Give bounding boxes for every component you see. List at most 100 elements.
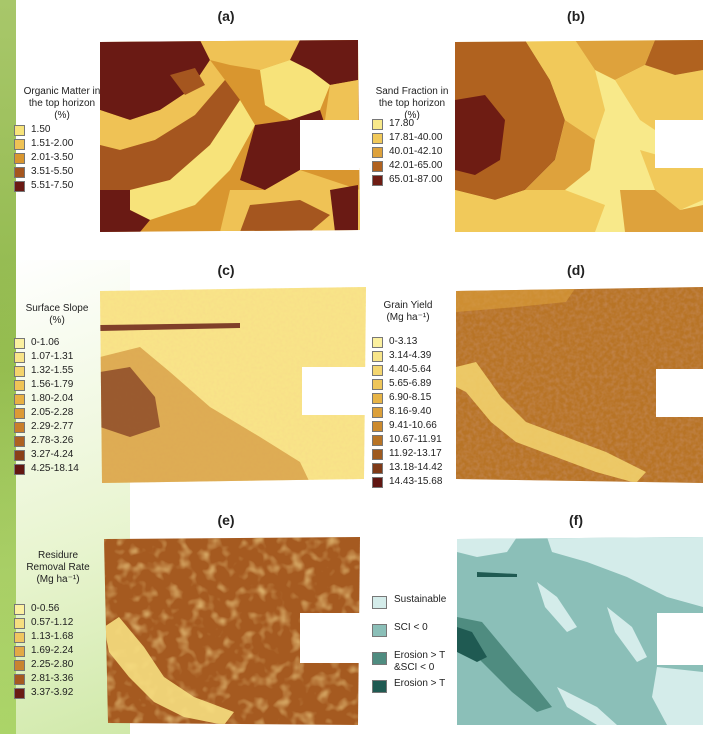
legend-c-swatch — [14, 337, 25, 349]
legend-a-label: 2.01-3.50 — [31, 152, 74, 163]
legend-c-label: 2.29-2.77 — [31, 421, 74, 432]
legend-e-swatch — [14, 617, 25, 629]
legend-f-item: Erosion > T &SCI < 0 — [372, 650, 446, 678]
legend-e-item: 0-0.56 — [14, 602, 73, 616]
legend-c-swatch — [14, 421, 25, 433]
legend-a-item: 5.51-7.50 — [14, 179, 73, 193]
legend-e-swatch — [14, 603, 25, 615]
legend-b-label: 65.01-87.00 — [389, 174, 443, 185]
legend-c-label: 1.32-1.55 — [31, 365, 74, 376]
legend-c-item: 2.78-3.26 — [14, 434, 79, 448]
legend-b-item: 17.81-40.00 — [372, 131, 442, 145]
legend-d-swatch — [372, 420, 383, 432]
legend-e: 0-0.56 0.57-1.12 1.13-1.68 1.69-2.24 2.25-2.… — [14, 602, 73, 700]
legend-c-item: 1.32-1.55 — [14, 364, 79, 378]
legend-d-swatch — [372, 434, 383, 446]
panel-label-c: (c) — [217, 262, 235, 278]
legend-f-label: SCI < 0 — [394, 622, 428, 633]
legend-title-e-line1: Residure — [37, 550, 79, 561]
legend-f-swatch — [372, 624, 387, 637]
legend-title-d-line1: Grain Yield — [383, 300, 433, 311]
legend-f: Sustainable SCI < 0 Erosion > T &SCI < 0 Er… — [372, 594, 446, 706]
legend-d: 0-3.13 3.14-4.39 4.40-5.64 5.65-6.89 6.90-8.… — [372, 335, 442, 489]
legend-f-label: Erosion > T &SCI < 0 — [394, 650, 446, 673]
legend-d-label: 3.14-4.39 — [389, 350, 432, 361]
panel-label-d: (d) — [567, 262, 585, 278]
legend-d-label: 10.67-11.91 — [389, 434, 442, 445]
legend-c-item: 3.27-4.24 — [14, 448, 79, 462]
legend-a-label: 1.51-2.00 — [31, 138, 74, 149]
legend-e-swatch — [14, 645, 25, 657]
legend-a-swatch — [14, 180, 25, 192]
legend-a-label: 3.51-5.50 — [31, 166, 74, 177]
legend-f-swatch — [372, 596, 387, 609]
map-e-residue-removal — [104, 537, 360, 725]
legend-c-swatch — [14, 351, 25, 363]
legend-e-swatch — [14, 687, 25, 699]
legend-c-label: 2.05-2.28 — [31, 407, 74, 418]
legend-d-swatch — [372, 392, 383, 404]
legend-c-label: 2.78-3.26 — [31, 435, 74, 446]
legend-e-item: 1.69-2.24 — [14, 644, 73, 658]
legend-c-swatch — [14, 393, 25, 405]
map-f-sustainability — [457, 537, 703, 725]
legend-title-b-line1: Sand Fraction in — [375, 86, 449, 97]
legend-e-item: 2.25-2.80 — [14, 658, 73, 672]
legend-c-label: 1.56-1.79 — [31, 379, 74, 390]
legend-c-item: 0-1.06 — [14, 336, 79, 350]
legend-b-swatch — [372, 118, 383, 130]
legend-a-item: 3.51-5.50 — [14, 165, 73, 179]
legend-d-swatch — [372, 462, 383, 474]
legend-a-swatch — [14, 166, 25, 178]
legend-a-swatch — [14, 138, 25, 150]
legend-e-label: 0-0.56 — [31, 603, 60, 614]
legend-e-item: 1.13-1.68 — [14, 630, 73, 644]
legend-c-label: 4.25-18.14 — [31, 463, 79, 474]
legend-a-label: 1.50 — [31, 124, 51, 135]
legend-b-swatch — [372, 132, 383, 144]
legend-d-label: 6.90-8.15 — [389, 392, 432, 403]
legend-title-c: Surface Slope (%) — [18, 303, 96, 327]
legend-f-swatch — [372, 652, 387, 665]
legend-d-label: 8.16-9.40 — [389, 406, 432, 417]
legend-d-item: 4.40-5.64 — [372, 363, 442, 377]
legend-title-b-line3: (%) — [404, 110, 420, 121]
legend-d-label: 13.18-14.42 — [389, 462, 443, 473]
legend-d-item: 5.65-6.89 — [372, 377, 442, 391]
legend-c-item: 2.29-2.77 — [14, 420, 79, 434]
legend-c-item: 1.56-1.79 — [14, 378, 79, 392]
legend-title-a-line1: Organic Matter in — [23, 86, 101, 97]
legend-title-b-line2: the top horizon — [378, 98, 446, 109]
legend-a: 1.50 1.51-2.00 2.01-3.50 3.51-5.50 5.51-7.50 — [14, 123, 73, 193]
legend-a-label: 5.51-7.50 — [31, 180, 74, 191]
panel-label-b: (b) — [567, 8, 585, 24]
legend-d-swatch — [372, 336, 383, 348]
legend-c-item: 2.05-2.28 — [14, 406, 79, 420]
legend-d-label: 0-3.13 — [389, 336, 418, 347]
legend-e-item: 0.57-1.12 — [14, 616, 73, 630]
legend-a-swatch — [14, 152, 25, 164]
legend-b-swatch — [372, 174, 383, 186]
legend-f-item: SCI < 0 — [372, 622, 446, 650]
legend-e-label: 3.37-3.92 — [31, 687, 74, 698]
legend-d-item: 3.14-4.39 — [372, 349, 442, 363]
legend-title-a-line3: (%) — [54, 110, 70, 121]
legend-d-label: 9.41-10.66 — [389, 420, 437, 431]
map-b-sand-fraction — [455, 40, 703, 232]
legend-e-label: 1.13-1.68 — [31, 631, 74, 642]
legend-d-swatch — [372, 364, 383, 376]
legend-d-item: 9.41-10.66 — [372, 419, 442, 433]
legend-c-label: 0-1.06 — [31, 337, 60, 348]
legend-b-swatch — [372, 160, 383, 172]
legend-e-item: 3.37-3.92 — [14, 686, 73, 700]
legend-d-item: 10.67-11.91 — [372, 433, 442, 447]
legend-title-c-line2: (%) — [49, 315, 65, 326]
map-a-organic-matter — [100, 40, 360, 232]
legend-c-label: 3.27-4.24 — [31, 449, 74, 460]
legend-a-item: 1.50 — [14, 123, 73, 137]
legend-b-label: 42.01-65.00 — [389, 160, 443, 171]
legend-title-b: Sand Fraction in the top horizon (%) — [368, 86, 456, 122]
legend-d-label: 5.65-6.89 — [389, 378, 432, 389]
legend-title-e-line3: (Mg ha⁻¹) — [36, 574, 80, 585]
legend-d-item: 14.43-15.68 — [372, 475, 442, 489]
